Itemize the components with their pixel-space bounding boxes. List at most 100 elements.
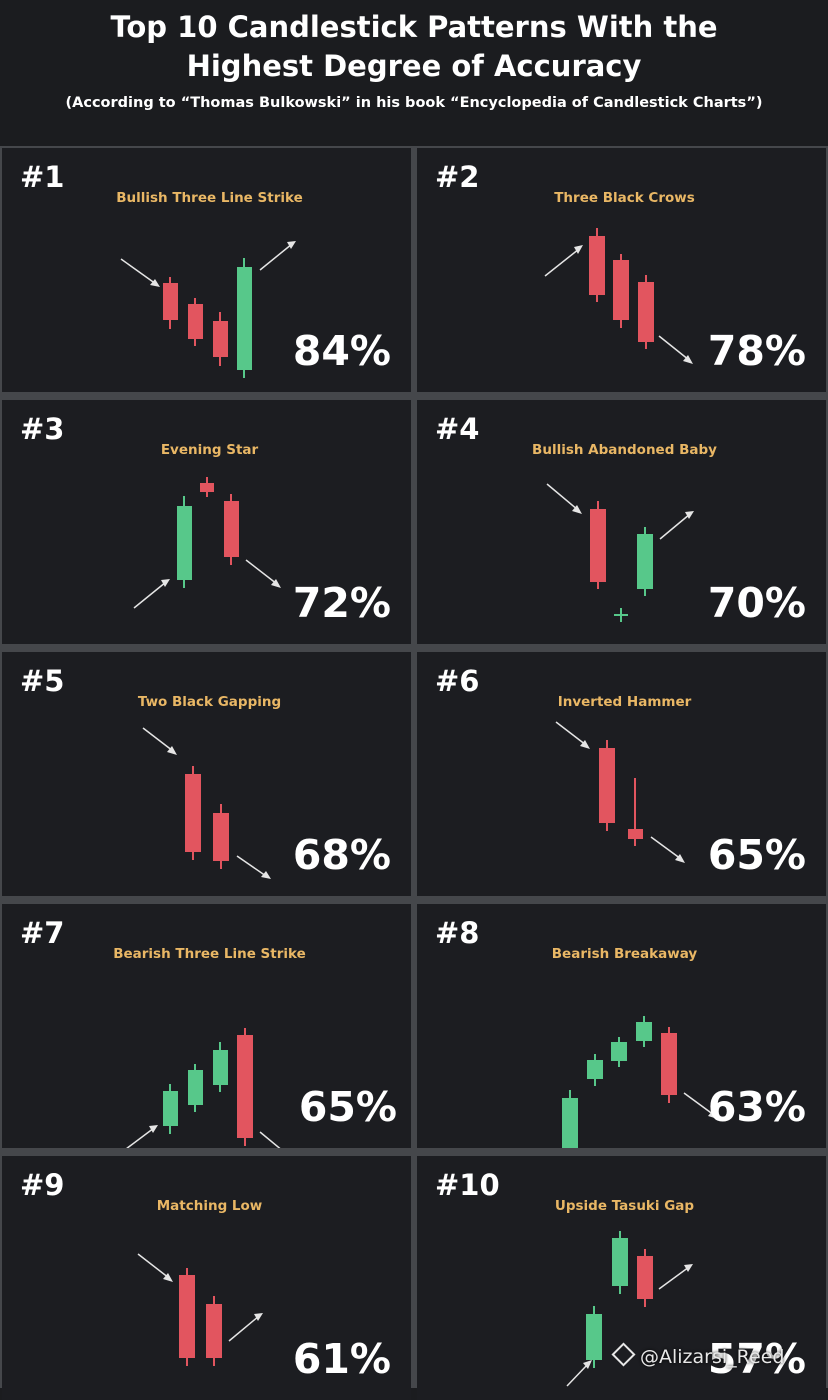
pattern-rank: #1	[20, 160, 65, 194]
candle-bullish	[586, 1314, 602, 1360]
candle-bearish	[224, 501, 239, 557]
pattern-accuracy: 72%	[292, 579, 391, 627]
candle-bearish	[213, 321, 228, 357]
pattern-accuracy: 65%	[707, 831, 806, 879]
pattern-rank: #6	[435, 664, 480, 698]
arrowhead	[583, 1360, 592, 1369]
pattern-chart-8	[562, 1016, 718, 1148]
pattern-panel-3: #3 Evening Star 72%	[2, 400, 411, 644]
candle-bearish	[613, 260, 629, 320]
pattern-chart-7	[126, 1028, 281, 1148]
arrow-out	[259, 1131, 281, 1148]
arrow-in	[137, 1253, 170, 1279]
pattern-panel-10: #10 Upside Tasuki Gap 57%	[417, 1156, 826, 1400]
arrow-in	[546, 483, 579, 511]
candle-bullish	[177, 506, 192, 580]
pattern-name: Evening Star	[160, 442, 259, 458]
pattern-name: Three Black Crows	[554, 190, 695, 206]
arrowhead	[261, 871, 271, 879]
watermark: @Alizarsi_Reed	[611, 1342, 785, 1368]
pattern-chart-6	[555, 721, 685, 863]
arrow-out	[658, 335, 690, 361]
arrowhead	[684, 1264, 693, 1272]
candle-bullish	[612, 1238, 628, 1286]
pattern-accuracy: 68%	[292, 831, 391, 879]
watermark-text: @Alizarsi_Reed	[640, 1346, 785, 1368]
arrow-in	[544, 248, 580, 277]
arrowhead	[161, 579, 170, 587]
pattern-panel-8: #8 Bearish Breakaway 63%	[417, 904, 826, 1148]
arrow-in	[120, 258, 157, 285]
candle-bearish	[237, 1035, 253, 1138]
arrowhead	[580, 740, 590, 749]
candle-bearish	[206, 1304, 222, 1358]
pattern-panel-9: #9 Matching Low 61%	[2, 1156, 411, 1400]
pattern-chart-3	[133, 477, 281, 609]
arrowhead	[574, 245, 583, 254]
pattern-rank: #7	[20, 916, 65, 950]
candle-bearish	[590, 509, 606, 582]
arrow-out	[259, 243, 293, 271]
pattern-chart-9	[137, 1253, 263, 1366]
pattern-rank: #5	[20, 664, 65, 698]
pattern-rank: #9	[20, 1168, 65, 1202]
candle-bullish	[163, 1091, 178, 1126]
candle-bearish	[179, 1275, 195, 1358]
pattern-accuracy: 61%	[292, 1335, 391, 1383]
candle-bearish	[661, 1033, 677, 1095]
pattern-chart-10	[566, 1231, 693, 1387]
arrow-out	[650, 836, 682, 860]
candle-bearish	[188, 304, 203, 339]
candle-bearish	[638, 282, 654, 342]
candle-bullish	[637, 534, 653, 589]
pattern-panel-1: #1 Bullish Three Line Strike 84%	[2, 148, 411, 392]
pattern-name: Bearish Breakaway	[551, 946, 698, 962]
arrow-out	[658, 1266, 690, 1290]
pattern-accuracy: 78%	[707, 327, 806, 375]
page-title: Top 10 Candlestick Patterns With the Hig…	[0, 8, 828, 86]
pattern-rank: #8	[435, 916, 480, 950]
pattern-name: Bullish Three Line Strike	[116, 190, 303, 206]
pattern-rank: #3	[20, 412, 65, 446]
page-subtitle: (According to “Thomas Bulkowski” in his …	[65, 95, 763, 111]
arrow-out	[228, 1315, 260, 1342]
arrow-out	[236, 855, 267, 877]
pattern-rank: #4	[435, 412, 480, 446]
arrowhead	[572, 505, 582, 514]
candle-bearish	[628, 829, 643, 839]
pattern-name: Inverted Hammer	[557, 694, 692, 710]
pattern-panel-2: #2 Three Black Crows 78%	[417, 148, 826, 392]
arrow-in	[133, 581, 167, 609]
pattern-name: Bullish Abandoned Baby	[532, 442, 717, 458]
pattern-chart-2	[544, 228, 693, 364]
candle-bearish	[599, 748, 615, 823]
pattern-accuracy: 63%	[707, 1083, 806, 1131]
candle-bullish	[562, 1098, 578, 1148]
candle-bearish	[589, 236, 605, 295]
candle-bullish	[188, 1070, 203, 1105]
arrowhead	[254, 1313, 263, 1321]
arrow-out	[659, 513, 691, 540]
arrow-in	[555, 721, 587, 746]
pattern-accuracy: 65%	[298, 1083, 397, 1131]
candle-bearish	[200, 483, 214, 492]
pattern-chart-5	[142, 727, 271, 879]
arrowhead	[163, 1273, 173, 1282]
header: Top 10 Candlestick Patterns With the Hig…	[0, 0, 828, 140]
pattern-accuracy: 57%	[707, 1335, 806, 1383]
patterns-grid: #1 Bullish Three Line Strike 84% #2 Thre…	[0, 146, 828, 1400]
candle-bearish	[163, 283, 178, 320]
pattern-name: Two Black Gapping	[137, 694, 282, 710]
arrow-in	[142, 727, 174, 752]
pattern-name: Matching Low	[156, 1198, 263, 1214]
pattern-accuracy: 84%	[292, 327, 391, 375]
pattern-name: Upside Tasuki Gap	[554, 1198, 695, 1214]
arrowhead	[287, 241, 296, 249]
pattern-chart-1	[120, 241, 296, 378]
candle-bullish	[611, 1042, 627, 1061]
arrowhead	[167, 746, 177, 755]
arrowhead	[150, 279, 160, 287]
candle-bullish	[587, 1060, 603, 1079]
pattern-panel-4: #4 Bullish Abandoned Baby 70%	[417, 400, 826, 644]
pattern-panel-5: #5 Two Black Gapping 68%	[2, 652, 411, 896]
